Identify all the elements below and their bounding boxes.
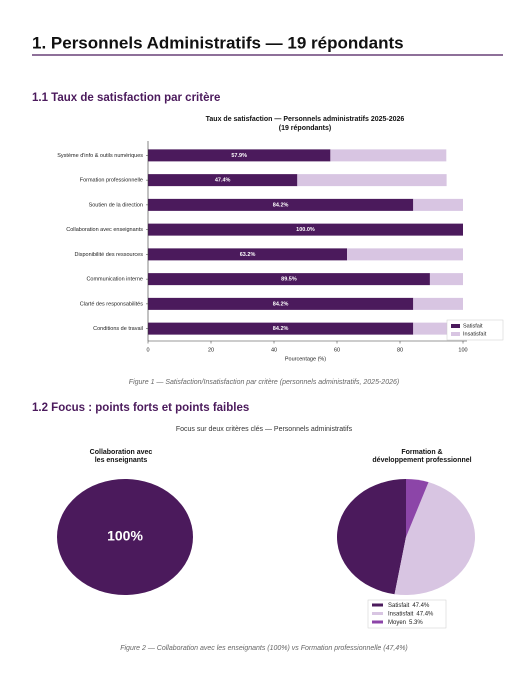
bar-value-label: 63.2% [240, 252, 256, 258]
chart-title: développement professionnel [372, 457, 471, 464]
bar-segment [413, 297, 463, 310]
legend-value: 5.3% [409, 620, 423, 626]
bar-segment [148, 149, 331, 162]
pie-slice [406, 479, 429, 537]
chart-title: les enseignants [95, 457, 148, 464]
figure-suptitle: Focus sur deux critères clés — Personnel… [176, 426, 353, 433]
bar-segment [429, 273, 463, 286]
bar-value-label: 47.4% [215, 178, 231, 184]
bar-segment [148, 223, 463, 236]
legend-label: Moyen 5.3% [388, 620, 423, 626]
legend-value: 47.4% [416, 611, 434, 617]
bar-value-label: 89.5% [281, 277, 297, 283]
y-tick-label: Disponibilité des ressources [75, 252, 144, 258]
legend-name: Moyen [388, 620, 406, 626]
section-title: 1.2 Focus : points forts et points faibl… [32, 402, 249, 414]
legend-swatch [451, 332, 460, 336]
bar-segment [297, 174, 447, 187]
bar-segment [148, 273, 430, 286]
bar-value-label: 84.2% [273, 301, 289, 307]
x-tick-label: 80 [397, 347, 403, 353]
legend-swatch [372, 620, 383, 624]
pie-slice [57, 479, 193, 595]
x-tick-label: 20 [208, 347, 214, 353]
figure-caption: Figure 1 — Satisfaction/Insatisfaction p… [129, 379, 399, 386]
chart-title: Formation & [401, 449, 442, 456]
page-title: 1. Personnels Administratifs — 19 répond… [32, 33, 404, 52]
x-axis-label: Pourcentage (%) [285, 356, 326, 362]
bar-value-label: 100.0% [296, 227, 315, 233]
x-tick-label: 60 [334, 347, 340, 353]
legend-name: Satisfait [388, 603, 410, 609]
bar-segment [148, 297, 414, 310]
bar-value-label: 84.2% [273, 326, 289, 332]
y-tick-label: Clarté des responsabilités [80, 301, 144, 307]
y-tick-label: Collaboration avec enseignants [66, 227, 143, 233]
bar-segment [330, 149, 447, 162]
pie-slice [336, 479, 406, 595]
legend-box [446, 319, 504, 341]
pie-slice [394, 482, 476, 596]
x-tick-label: 0 [146, 347, 149, 353]
y-tick-label: Système d'info & outils numériques [57, 153, 143, 159]
y-tick-label: Conditions de travail [93, 326, 143, 332]
x-tick-label: 40 [271, 347, 277, 353]
legend-swatch [372, 612, 383, 615]
legend-name: Insatisfait [388, 611, 414, 617]
legend-label: Insatisfait 47.4% [388, 611, 434, 617]
legend-label: Satisfait [463, 323, 483, 329]
y-tick-label: Soutien de la direction [89, 202, 143, 208]
bar-value-label: 84.2% [273, 202, 289, 208]
x-tick-label: 100 [458, 347, 467, 353]
figure-caption: Figure 2 — Collaboration avec les enseig… [120, 645, 408, 652]
bar-segment [347, 248, 463, 261]
chart-title: (19 répondants) [279, 125, 332, 132]
section-title: 1.1 Taux de satisfaction par critère [32, 92, 220, 104]
bar-value-label: 57.9% [231, 153, 247, 159]
pie-value-label: 100% [107, 528, 143, 544]
legend-label: Insatisfait [463, 331, 487, 337]
bar-segment [148, 248, 348, 261]
bar-segment [413, 198, 463, 211]
bar-segment [148, 198, 414, 211]
y-tick-label: Formation professionnelle [80, 178, 143, 184]
legend-swatch [451, 324, 460, 328]
chart-title: Collaboration avec [90, 449, 153, 456]
legend-swatch [372, 603, 383, 607]
y-tick-label: Communication interne [86, 277, 143, 283]
chart-title: Taux de satisfaction — Personnels admini… [206, 116, 405, 123]
bar-segment [148, 174, 298, 187]
legend-label: Satisfait 47.4% [388, 603, 430, 609]
bar-segment [148, 322, 414, 335]
legend-value: 47.4% [412, 603, 430, 609]
